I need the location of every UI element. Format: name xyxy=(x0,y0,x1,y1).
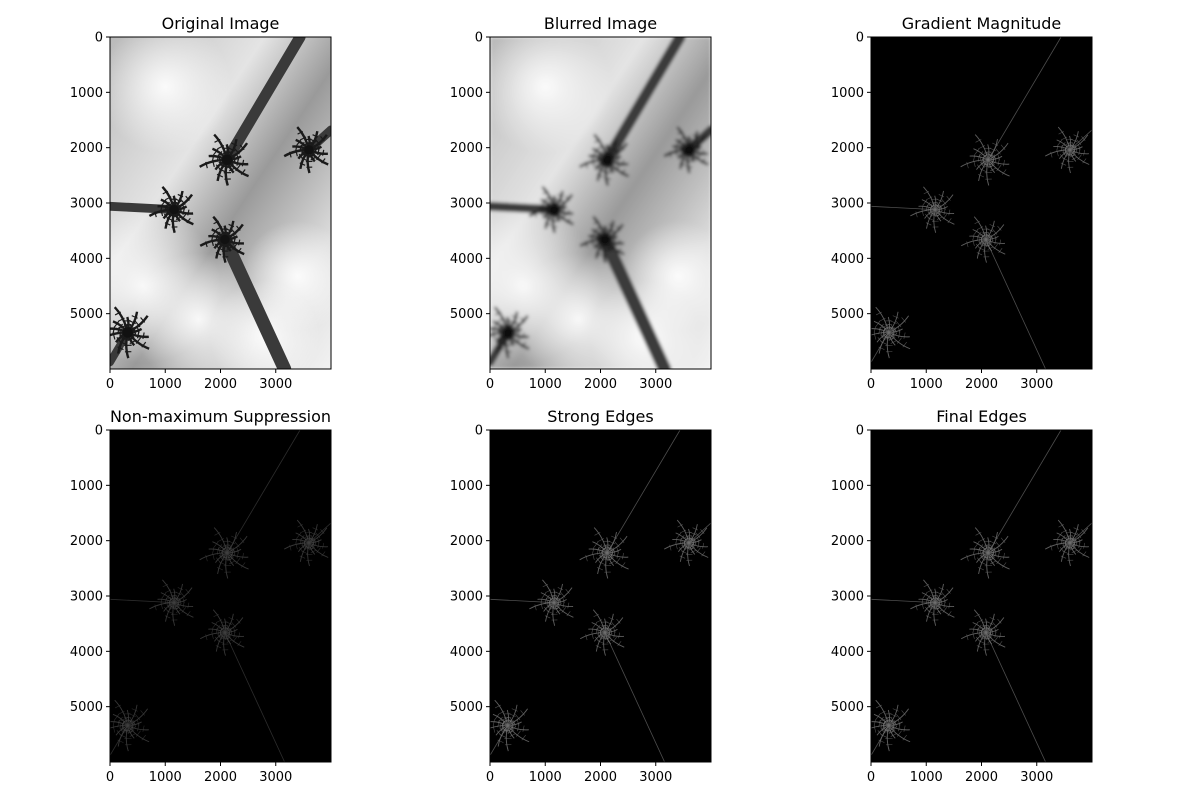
subplot-4: Non-maximum Suppression 0 1000 2000 3000 0 100… xyxy=(70,407,332,785)
y-tick-label: 3000 xyxy=(450,590,483,605)
y-tick-label: 5000 xyxy=(450,307,483,322)
y-tick-label: 0 xyxy=(475,31,483,46)
x-tick-label: 1000 xyxy=(529,770,562,785)
y-tick-label: 0 xyxy=(95,424,103,439)
x-tick-label: 2000 xyxy=(204,377,237,392)
y-tick-label: 3000 xyxy=(70,590,103,605)
image-edge-map xyxy=(490,430,711,762)
y-tick-label: 4000 xyxy=(70,252,103,267)
y-tick-label: 2000 xyxy=(70,141,103,156)
x-tick-label: 3000 xyxy=(259,770,292,785)
subplot-1: Original Image 0 1000 2000 3000 0 1000 2000 3000… xyxy=(70,14,332,392)
subplot-title: Original Image xyxy=(162,14,280,33)
x-tick-label: 2000 xyxy=(965,770,998,785)
image-palm-trees-grayscale xyxy=(110,37,331,369)
y-tick-label: 3000 xyxy=(70,197,103,212)
x-tick-label: 3000 xyxy=(1020,377,1053,392)
y-tick-label: 3000 xyxy=(831,197,864,212)
x-tick-label: 0 xyxy=(486,377,494,392)
x-tick-label: 1000 xyxy=(910,770,943,785)
x-tick-label: 0 xyxy=(867,377,875,392)
y-tick-label: 5000 xyxy=(450,700,483,715)
x-tick-label: 1000 xyxy=(149,770,182,785)
y-tick-label: 4000 xyxy=(831,645,864,660)
y-tick-label: 1000 xyxy=(831,479,864,494)
y-tick-label: 5000 xyxy=(831,307,864,322)
subplot-2: Blurred Image 0 1000 2000 3000 0 1000 2000 3000 4… xyxy=(450,14,712,392)
x-tick-label: 1000 xyxy=(529,377,562,392)
y-tick-label: 1000 xyxy=(70,479,103,494)
subplot-title: Gradient Magnitude xyxy=(902,14,1062,33)
y-tick-label: 2000 xyxy=(70,534,103,549)
x-tick-label: 0 xyxy=(106,770,114,785)
image-palm-trees-blurred xyxy=(490,37,711,369)
subplot-title: Final Edges xyxy=(936,407,1027,426)
y-tick-label: 4000 xyxy=(831,252,864,267)
subplot-6: Final Edges 0 1000 2000 3000 0 1000 2000 3000 400… xyxy=(831,407,1093,785)
x-tick-label: 0 xyxy=(867,770,875,785)
subplot-3: Gradient Magnitude 0 1000 2000 3000 0 1000 2000… xyxy=(831,14,1093,392)
y-tick-label: 0 xyxy=(475,424,483,439)
y-tick-label: 3000 xyxy=(450,197,483,212)
x-tick-label: 2000 xyxy=(965,377,998,392)
x-tick-label: 3000 xyxy=(639,770,672,785)
y-tick-label: 2000 xyxy=(450,141,483,156)
y-tick-label: 0 xyxy=(95,31,103,46)
x-tick-label: 1000 xyxy=(149,377,182,392)
y-tick-label: 0 xyxy=(856,31,864,46)
image-edge-map xyxy=(871,37,1092,369)
y-tick-label: 1000 xyxy=(70,86,103,101)
y-tick-label: 1000 xyxy=(831,86,864,101)
x-tick-label: 2000 xyxy=(204,770,237,785)
subplot-title: Non-maximum Suppression xyxy=(110,407,331,426)
y-tick-label: 2000 xyxy=(831,534,864,549)
x-tick-label: 3000 xyxy=(639,377,672,392)
y-tick-label: 5000 xyxy=(831,700,864,715)
y-tick-label: 4000 xyxy=(70,645,103,660)
x-tick-label: 3000 xyxy=(1020,770,1053,785)
y-tick-label: 4000 xyxy=(450,252,483,267)
y-tick-label: 2000 xyxy=(450,534,483,549)
y-tick-label: 1000 xyxy=(450,479,483,494)
subplot-5: Strong Edges 0 1000 2000 3000 0 1000 2000 3000 40… xyxy=(450,407,712,785)
x-tick-label: 0 xyxy=(106,377,114,392)
subplot-title: Blurred Image xyxy=(544,14,657,33)
y-tick-label: 1000 xyxy=(450,86,483,101)
x-tick-label: 1000 xyxy=(910,377,943,392)
x-tick-label: 3000 xyxy=(259,377,292,392)
y-tick-label: 5000 xyxy=(70,700,103,715)
y-tick-label: 3000 xyxy=(831,590,864,605)
y-tick-label: 0 xyxy=(856,424,864,439)
y-tick-label: 2000 xyxy=(831,141,864,156)
y-tick-label: 5000 xyxy=(70,307,103,322)
image-edge-map xyxy=(871,430,1092,762)
x-tick-label: 2000 xyxy=(584,770,617,785)
x-tick-label: 2000 xyxy=(584,377,617,392)
x-tick-label: 0 xyxy=(486,770,494,785)
y-tick-label: 4000 xyxy=(450,645,483,660)
image-edge-map-dim xyxy=(110,430,331,762)
subplot-title: Strong Edges xyxy=(547,407,653,426)
